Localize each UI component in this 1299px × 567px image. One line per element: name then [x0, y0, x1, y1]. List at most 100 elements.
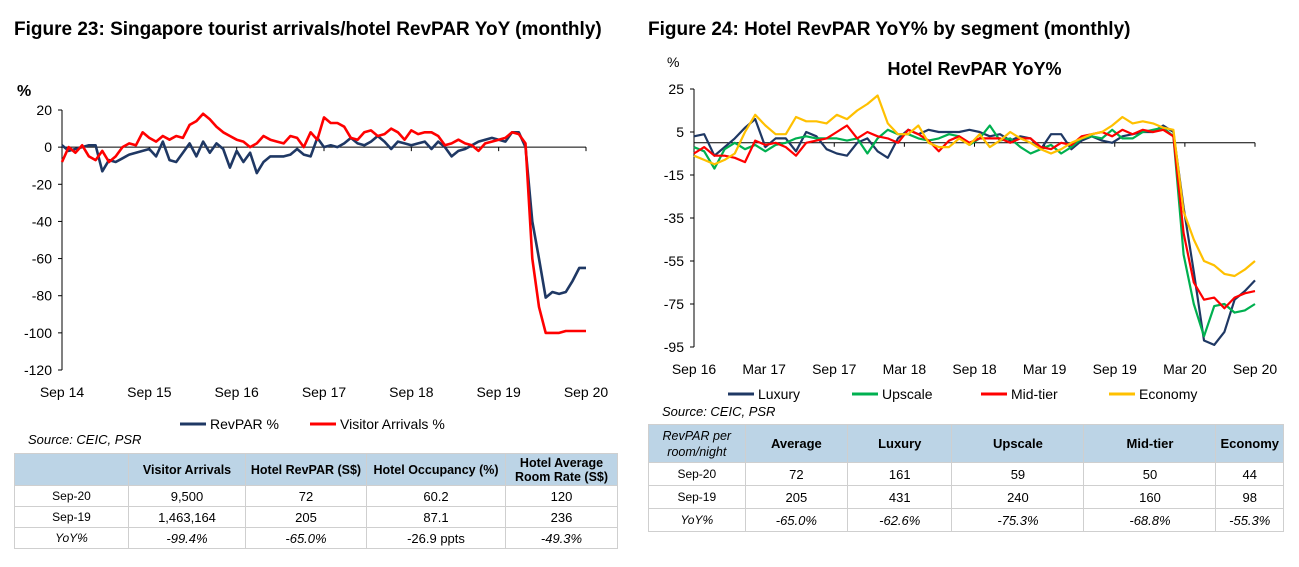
x-tick-label: Sep 16 [672, 361, 717, 377]
x-tick-label: Sep 14 [40, 384, 85, 400]
legend-label: Mid-tier [1011, 386, 1058, 402]
x-tick-label: Sep 17 [302, 384, 347, 400]
table-cell: -49.3% [505, 527, 618, 549]
figure-24-title: Figure 24: Hotel RevPAR YoY% by segment … [648, 19, 1131, 40]
y-tick-label: -80 [32, 288, 52, 304]
y-tick-label: 0 [44, 139, 52, 155]
figure-23-source: Source: CEIC, PSR [28, 432, 142, 447]
series-line-upscale [693, 124, 1256, 338]
table-cell: -65.0% [744, 508, 849, 532]
chart-tourist-arrivals-revpar: % 20 0 -20 -40 -60 -80 -100 -120 Sep 14 Sep 15 Sep … [17, 83, 608, 432]
figure-24-table: RevPAR per room/night Average Luxury Ups… [648, 424, 1284, 532]
table-cell: YoY% [648, 508, 746, 532]
legend-label: Luxury [758, 386, 800, 402]
table-row: YoY% -65.0% -62.6% -75.3% -68.8% -55.3% [648, 508, 1284, 532]
table-row: Sep-20 9,500 72 60.2 120 [14, 485, 618, 507]
x-tick-label: Sep 15 [127, 384, 172, 400]
table-cell: 72 [744, 462, 849, 486]
table-header-cell: Hotel RevPAR (S$) [245, 453, 367, 486]
table-cell: 87.1 [366, 506, 506, 528]
x-tick-label: Sep 20 [1233, 361, 1278, 377]
table-cell: 50 [1083, 462, 1217, 486]
table-cell: -55.3% [1215, 508, 1284, 532]
y-axis-label: % [667, 54, 679, 70]
figure-24-source: Source: CEIC, PSR [662, 404, 776, 419]
chart-revpar-by-segment: Hotel RevPAR YoY%% 25 5 -15 -35 -55 -75 -95 Sep … [664, 54, 1278, 402]
x-tick-label: Mar 20 [1163, 361, 1207, 377]
x-tick-label: Sep 18 [952, 361, 997, 377]
table-cell: 1,463,164 [128, 506, 246, 528]
x-tick-label: Sep 19 [476, 384, 521, 400]
table-row: Sep-19 205 431 240 160 98 [648, 485, 1284, 509]
legend-label: RevPAR % [210, 416, 279, 432]
table-header-row: RevPAR per room/night Average Luxury Ups… [648, 424, 1284, 463]
chart-title: Hotel RevPAR YoY% [887, 59, 1061, 79]
table-cell: 120 [505, 485, 618, 507]
y-tick-label: -35 [664, 210, 684, 226]
series-line-visitor-arrivals [60, 112, 586, 335]
x-tick-label: Sep 19 [1093, 361, 1138, 377]
table-cell: 72 [245, 485, 367, 507]
y-tick-label: -120 [24, 362, 52, 378]
table-cell: -65.0% [245, 527, 367, 549]
table-cell: 44 [1215, 462, 1284, 486]
x-tick-label: Sep 16 [214, 384, 259, 400]
table-header-cell [14, 453, 129, 486]
table-cell: 161 [847, 462, 953, 486]
table-cell: Sep-20 [648, 462, 746, 486]
y-tick-label: 5 [676, 124, 684, 140]
table-cell: 240 [951, 485, 1085, 509]
table-cell: -99.4% [128, 527, 246, 549]
y-tick-label: -20 [32, 176, 52, 192]
x-tick-label: Mar 19 [1023, 361, 1067, 377]
table-cell: 9,500 [128, 485, 246, 507]
y-tick-label: -40 [32, 213, 52, 229]
table-cell: -75.3% [951, 508, 1085, 532]
x-tick-label: Mar 17 [742, 361, 786, 377]
figure-23-table: Visitor Arrivals Hotel RevPAR (S$) Hotel… [14, 453, 618, 549]
y-tick-label: -100 [24, 325, 52, 341]
table-row: Sep-19 1,463,164 205 87.1 236 [14, 506, 618, 528]
series-line-mid-tier [693, 124, 1256, 310]
table-row: YoY% -99.4% -65.0% -26.9 ppts -49.3% [14, 527, 618, 549]
table-cell: 60.2 [366, 485, 506, 507]
x-tick-label: Sep 18 [389, 384, 434, 400]
table-header-cell: Hotel Average Room Rate (S$) [505, 453, 618, 486]
table-header-cell: Luxury [847, 424, 953, 463]
y-tick-label: 20 [36, 102, 52, 118]
table-header-cell: Economy [1215, 424, 1284, 463]
x-tick-label: Mar 18 [883, 361, 927, 377]
table-cell: -26.9 ppts [366, 527, 506, 549]
table-header-cell: RevPAR per room/night [648, 424, 746, 463]
y-tick-label: -55 [664, 253, 684, 269]
table-cell: 160 [1083, 485, 1217, 509]
y-tick-label: 25 [668, 81, 684, 97]
table-cell: 205 [245, 506, 367, 528]
table-cell: 431 [847, 485, 953, 509]
table-header-cell: Mid-tier [1083, 424, 1217, 463]
table-header-cell: Average [744, 424, 849, 463]
y-tick-label: -95 [664, 339, 684, 355]
table-header-cell: Visitor Arrivals [128, 453, 246, 486]
series-line-luxury [693, 117, 1256, 346]
table-cell: Sep-20 [14, 485, 129, 507]
y-axis-label: % [17, 83, 31, 100]
table-cell: 236 [505, 506, 618, 528]
table-cell: -68.8% [1083, 508, 1217, 532]
table-cell: 205 [744, 485, 849, 509]
y-tick-label: -60 [32, 251, 52, 267]
table-header-row: Visitor Arrivals Hotel RevPAR (S$) Hotel… [14, 453, 618, 486]
y-tick-label: -75 [664, 296, 684, 312]
table-header-cell: Hotel Occupancy (%) [366, 453, 506, 486]
figure-23-title: Figure 23: Singapore tourist arrivals/ho… [14, 19, 602, 40]
table-row: Sep-20 72 161 59 50 44 [648, 462, 1284, 486]
x-tick-label: Sep 17 [812, 361, 857, 377]
table-cell: Sep-19 [648, 485, 746, 509]
table-header-cell: Upscale [951, 424, 1085, 463]
table-cell: 98 [1215, 485, 1284, 509]
table-cell: 59 [951, 462, 1085, 486]
legend-label: Upscale [882, 386, 933, 402]
legend-label: Economy [1139, 386, 1197, 402]
legend-label: Visitor Arrivals % [340, 416, 445, 432]
y-tick-label: -15 [664, 167, 684, 183]
